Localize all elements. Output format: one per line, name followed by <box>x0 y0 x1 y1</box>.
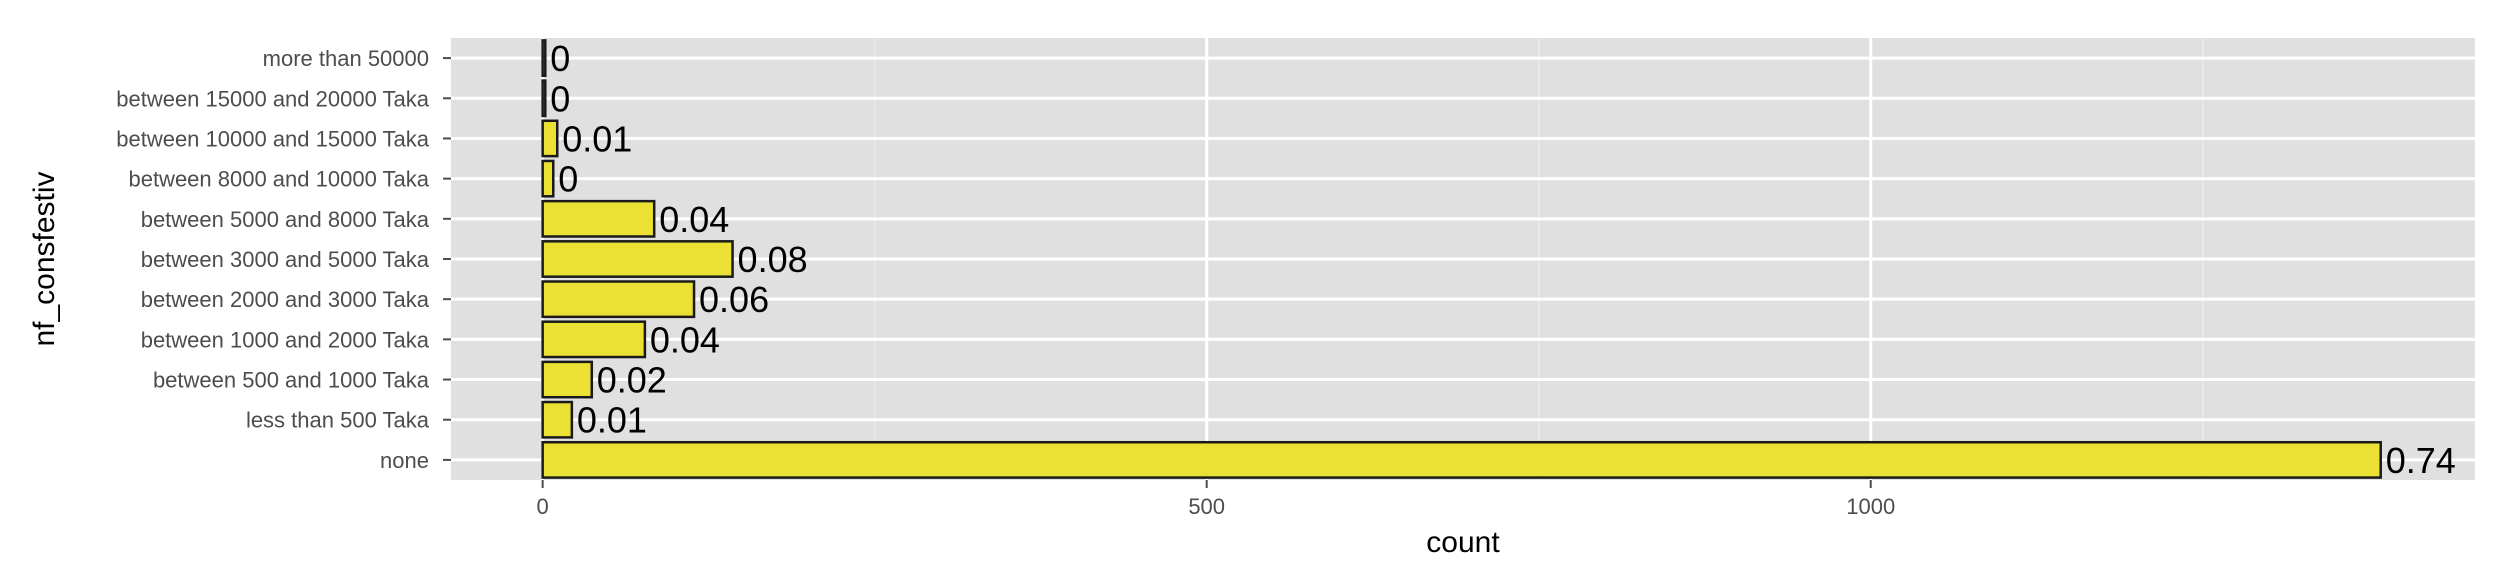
bar <box>541 199 656 238</box>
bar <box>541 79 547 118</box>
y-tick-label: between 10000 and 15000 Taka <box>116 126 430 151</box>
x-axis-title: count <box>1426 526 1500 559</box>
bar-data-label: 0 <box>550 78 570 119</box>
y-tick-label: between 1000 and 2000 Taka <box>141 327 430 352</box>
y-tick-label: none <box>380 448 429 473</box>
bar-data-label: 0.74 <box>2386 440 2456 481</box>
bar <box>541 240 734 278</box>
bar <box>541 400 574 439</box>
bar-data-label: 0.04 <box>650 319 720 360</box>
bar <box>541 119 559 158</box>
bar-data-label: 0.06 <box>699 279 769 320</box>
y-axis: none less than 500 Taka between 500 and 10… <box>116 46 451 473</box>
bar <box>541 360 594 399</box>
x-tick-label: 0 <box>537 494 549 519</box>
bar-data-label: 0 <box>558 159 578 200</box>
y-tick-label: between 500 and 1000 Taka <box>153 368 430 393</box>
grid-lines <box>451 38 2475 480</box>
y-tick-label: between 8000 and 10000 Taka <box>128 167 429 192</box>
bars <box>541 39 2382 479</box>
y-tick-label: between 2000 and 3000 Taka <box>141 287 430 312</box>
x-tick-label: 1000 <box>1846 494 1895 519</box>
y-tick-label: between 15000 and 20000 Taka <box>116 86 430 111</box>
bar <box>541 280 696 319</box>
bar-data-label: 0.08 <box>738 239 808 280</box>
bar-data-label: 0.02 <box>597 360 667 401</box>
bar <box>541 159 555 198</box>
bar <box>541 440 2382 479</box>
x-axis: 0 500 1000 <box>537 480 1895 519</box>
y-axis-title: nf_consfestiv <box>28 171 61 346</box>
bar <box>541 39 547 78</box>
x-tick-label: 500 <box>1188 494 1225 519</box>
y-tick-label: more than 50000 <box>263 46 429 71</box>
bar-data-label: 0.04 <box>659 199 729 240</box>
bar-data-label: 0 <box>550 38 570 79</box>
bar-data-label: 0.01 <box>562 118 632 159</box>
bar-data-label: 0.01 <box>577 400 647 441</box>
y-tick-label: less than 500 Taka <box>246 408 430 433</box>
y-tick-label: between 5000 and 8000 Taka <box>141 207 430 232</box>
bar <box>541 320 647 359</box>
y-tick-label: between 3000 and 5000 Taka <box>141 247 430 272</box>
